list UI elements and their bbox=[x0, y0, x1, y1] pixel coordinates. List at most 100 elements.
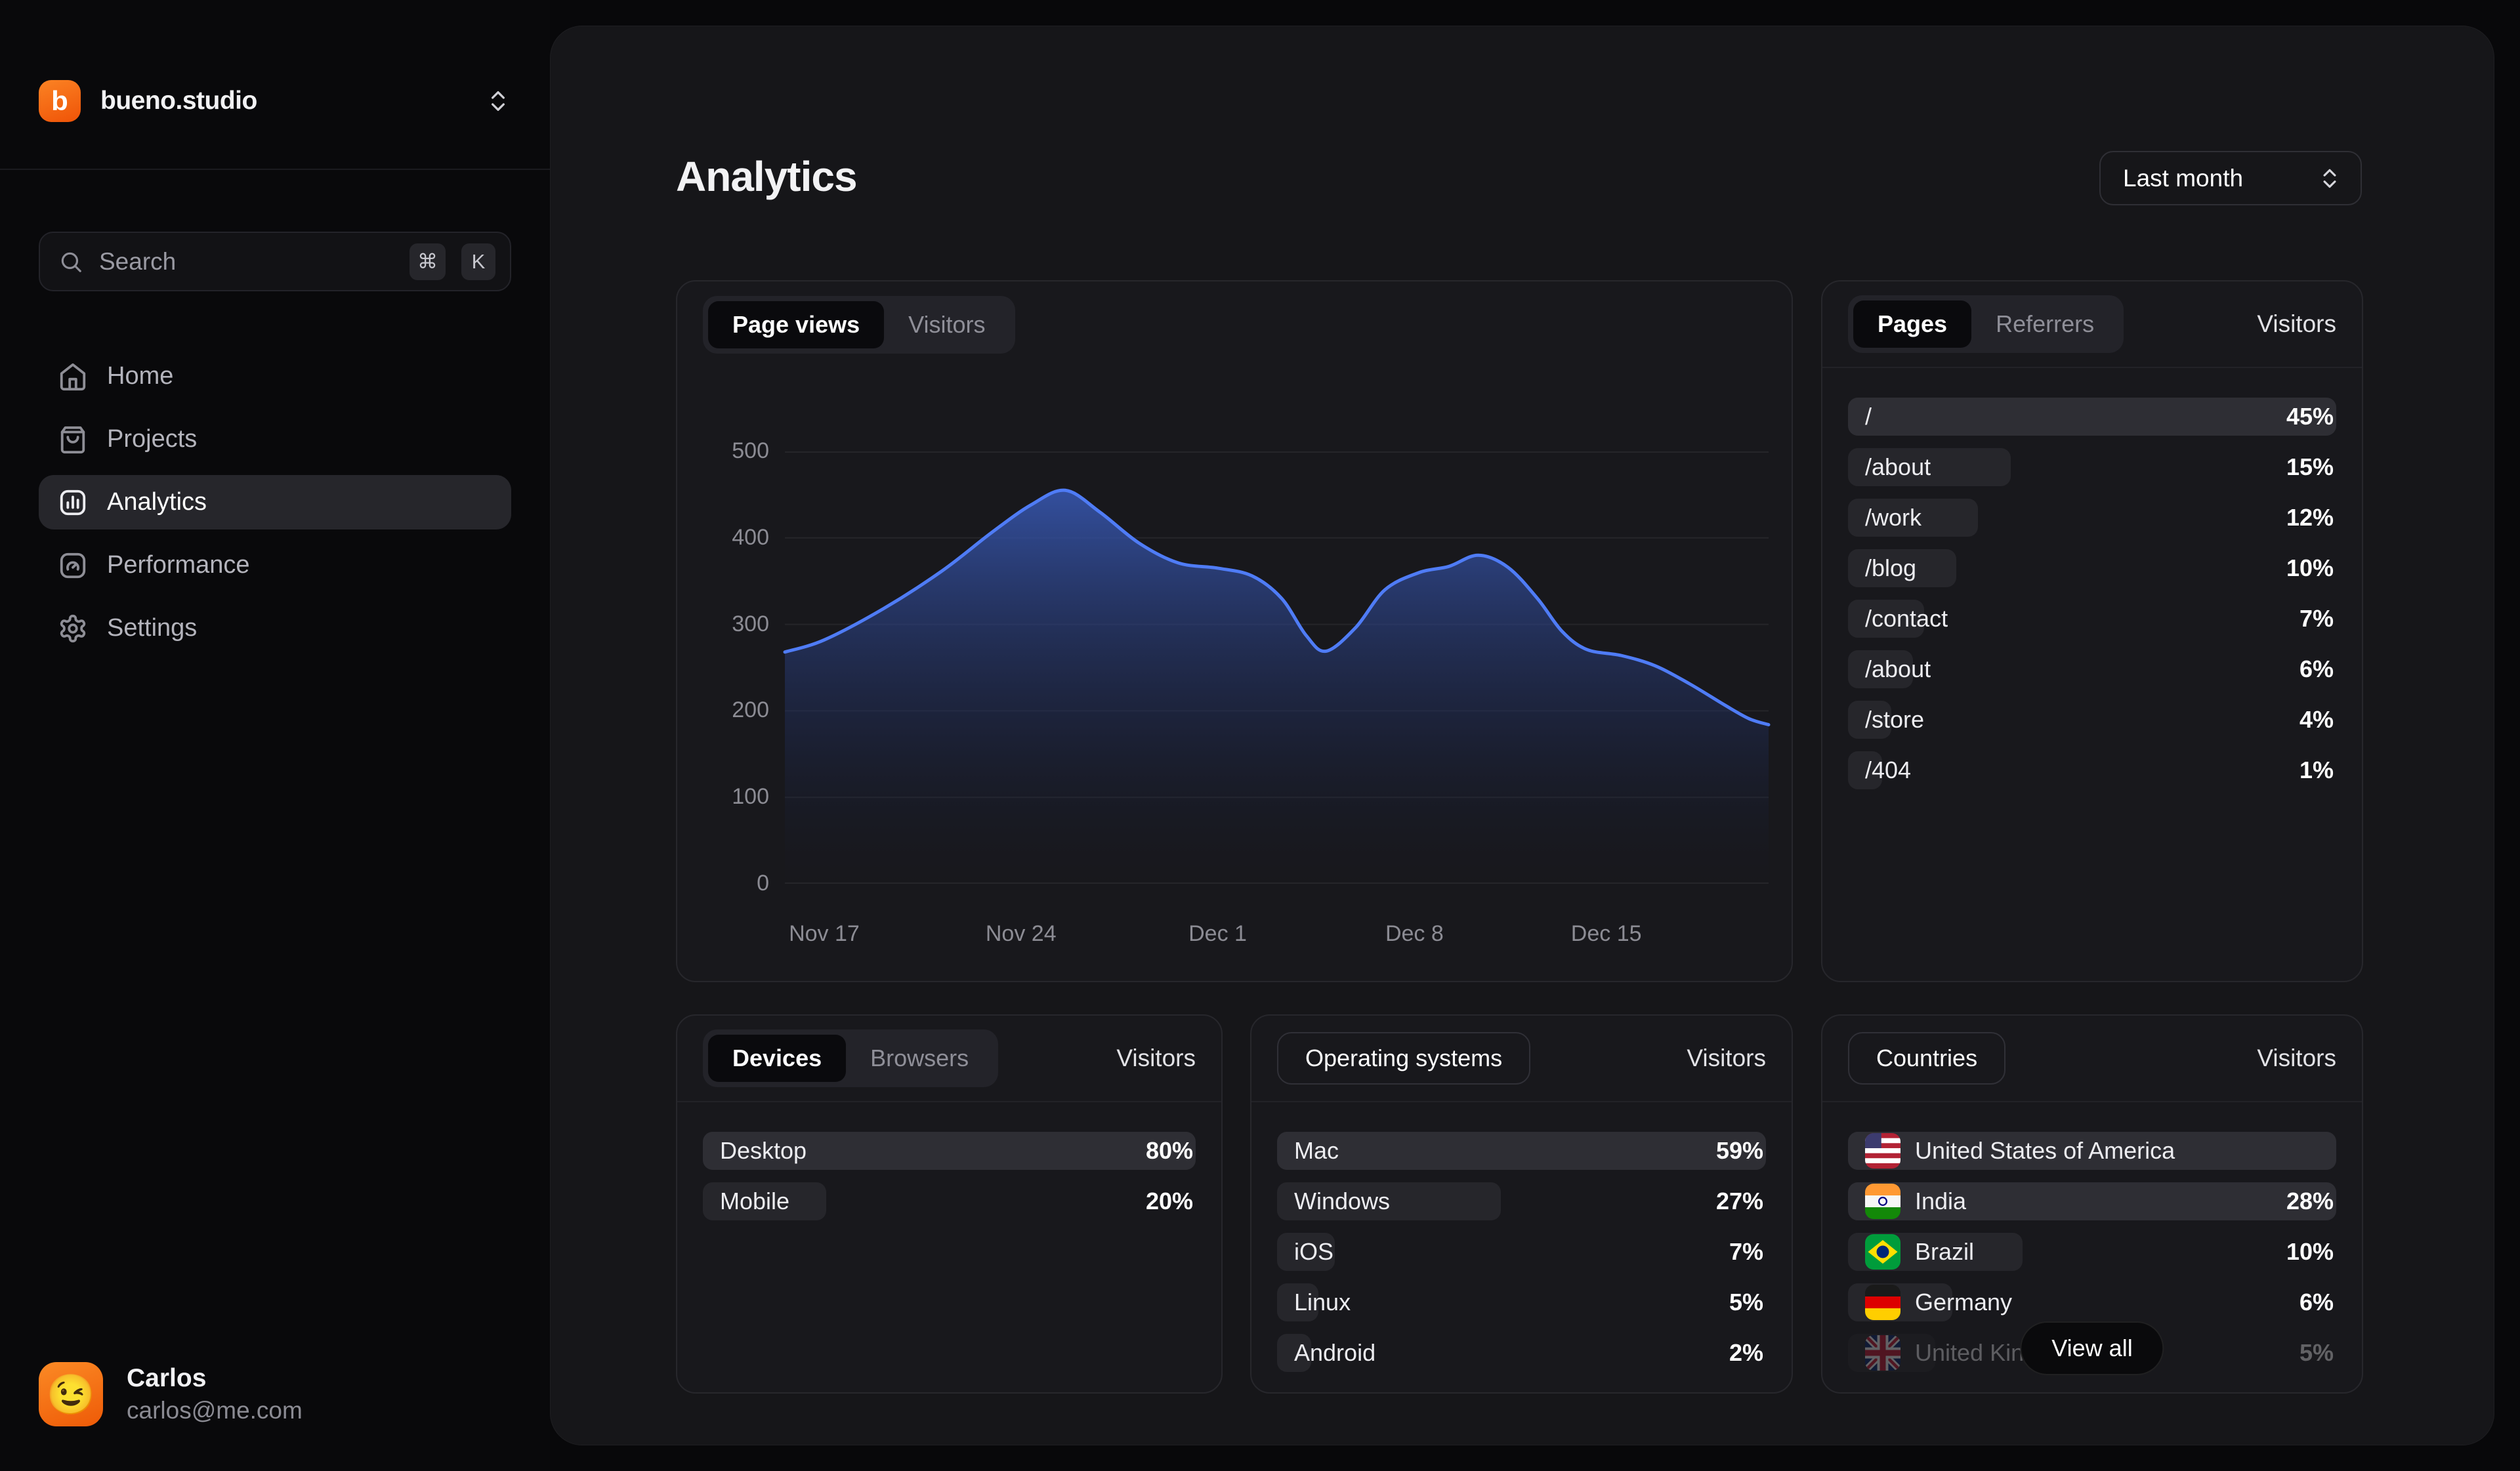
y-axis-label: 400 bbox=[732, 524, 769, 550]
row-label: iOS bbox=[1294, 1238, 1334, 1265]
y-axis-label: 500 bbox=[732, 438, 769, 463]
countries-rows: United States of America India 28% Brazil 10… bbox=[1822, 1102, 2362, 1372]
row-percent: 45% bbox=[2286, 403, 2334, 430]
search-icon bbox=[61, 252, 81, 272]
table-row: United States of America bbox=[1848, 1132, 2336, 1170]
row-percent: 6% bbox=[2299, 655, 2334, 682]
row-label: Windows bbox=[1294, 1188, 1391, 1214]
sidebar-item-label: Settings bbox=[107, 614, 198, 642]
table-row: /contact 7% bbox=[1848, 600, 2336, 638]
date-range-select[interactable]: Last month bbox=[2099, 151, 2362, 205]
row-label: /404 bbox=[1865, 756, 1912, 783]
row-percent: 12% bbox=[2286, 504, 2334, 531]
row-percent: 80% bbox=[1145, 1137, 1193, 1164]
workspace-logo: b bbox=[39, 80, 81, 122]
value-bar: Mobile bbox=[703, 1182, 826, 1220]
table-row: Brazil 10% bbox=[1848, 1233, 2336, 1271]
sidebar-item-settings[interactable]: Settings bbox=[39, 601, 511, 655]
visitors-header: Visitors bbox=[1687, 1045, 1766, 1071]
countries-card: Countries Visitors United States of Amer… bbox=[1821, 1014, 2363, 1394]
value-bar: Germany bbox=[1848, 1283, 2012, 1321]
value-bar: Linux bbox=[1277, 1283, 1351, 1321]
table-row: /work 12% bbox=[1848, 499, 2336, 537]
value-bar: /work bbox=[1848, 499, 1979, 537]
row-percent: 15% bbox=[2286, 453, 2334, 480]
tab-browsers[interactable]: Browsers bbox=[870, 1045, 969, 1071]
home-icon bbox=[60, 363, 86, 390]
sidebar-item-home[interactable]: Home bbox=[39, 349, 511, 404]
row-percent: 27% bbox=[1715, 1188, 1763, 1214]
devices-rows: Desktop 80% Mobile 20% bbox=[677, 1102, 1221, 1220]
row-percent: 10% bbox=[2286, 1238, 2334, 1265]
countries-header-pill: Countries bbox=[1848, 1032, 2006, 1085]
value-bar: Desktop bbox=[703, 1132, 1196, 1170]
k-keycap: K bbox=[461, 243, 495, 280]
avatar: 😉 bbox=[39, 1362, 103, 1426]
devices-tabs: Devices Browsers bbox=[703, 1029, 999, 1087]
pages-card: Pages Referrers Visitors / 45% /about 15% /wo… bbox=[1821, 280, 2363, 982]
sidebar-item-projects[interactable]: Projects bbox=[39, 412, 511, 466]
avatar-emoji: 😉 bbox=[46, 1372, 96, 1417]
sidebar-item-label: Analytics bbox=[107, 488, 207, 516]
table-row: /blog 10% bbox=[1848, 549, 2336, 587]
row-label: Desktop bbox=[720, 1137, 807, 1164]
sidebar-divider bbox=[0, 169, 550, 170]
value-bar: Mac bbox=[1277, 1132, 1766, 1170]
view-all-button[interactable]: View all bbox=[2020, 1321, 2164, 1375]
value-bar: /store bbox=[1848, 701, 1924, 739]
row-percent: 10% bbox=[2286, 554, 2334, 581]
tab-devices[interactable]: Devices bbox=[708, 1035, 847, 1082]
user-profile[interactable]: 😉 Carlos carlos@me.com bbox=[39, 1358, 511, 1430]
table-row: Linux 5% bbox=[1277, 1283, 1766, 1321]
value-bar: iOS bbox=[1277, 1233, 1335, 1271]
y-axis-label: 300 bbox=[732, 611, 769, 636]
main-panel: Analytics Last month Page views Visitors … bbox=[550, 26, 2494, 1445]
os-header-pill: Operating systems bbox=[1277, 1032, 1531, 1085]
flag-us-icon bbox=[1865, 1133, 1900, 1169]
row-label: Germany bbox=[1915, 1289, 2013, 1316]
row-label: Mobile bbox=[720, 1188, 790, 1214]
page-title: Analytics bbox=[676, 153, 858, 200]
row-percent: 1% bbox=[2299, 756, 2334, 783]
value-bar: Windows bbox=[1277, 1182, 1501, 1220]
row-percent: 7% bbox=[2299, 605, 2334, 632]
table-row: Windows 27% bbox=[1277, 1182, 1766, 1220]
value-bar: India bbox=[1848, 1182, 2336, 1220]
sidebar-item-label: Projects bbox=[107, 425, 198, 453]
visitors-header: Visitors bbox=[1116, 1045, 1196, 1071]
search-placeholder: Search bbox=[99, 247, 177, 275]
table-row: Desktop 80% bbox=[703, 1132, 1196, 1170]
search-input[interactable]: Search ⌘ K bbox=[39, 232, 511, 291]
chevrons-up-down-icon bbox=[492, 91, 505, 111]
user-email: carlos@me.com bbox=[127, 1397, 303, 1424]
row-percent: 7% bbox=[1729, 1238, 1763, 1265]
pages-rows: /45%/about 15%/work 12%/blog 10%/contact 7% /… bbox=[1822, 368, 2362, 789]
workspace-name: bueno.studio bbox=[100, 87, 257, 115]
sidebar-item-performance[interactable]: Performance bbox=[39, 538, 511, 592]
tab-referrers[interactable]: Referrers bbox=[1996, 310, 2095, 337]
tab-visitors[interactable]: Visitors bbox=[908, 311, 986, 338]
workspace-switcher[interactable]: b bueno.studio bbox=[39, 77, 511, 125]
workspace-logo-letter: b bbox=[51, 85, 68, 116]
row-label: /store bbox=[1865, 706, 1925, 733]
sidebar-item-analytics[interactable]: Analytics bbox=[39, 475, 511, 529]
row-percent: 20% bbox=[1145, 1188, 1193, 1214]
row-label: /work bbox=[1865, 504, 1922, 531]
visitors-header: Visitors bbox=[2257, 1045, 2336, 1071]
bag-icon bbox=[60, 426, 85, 453]
row-label: Mac bbox=[1294, 1137, 1339, 1164]
row-label: Android bbox=[1294, 1339, 1376, 1366]
visitors-header: Visitors bbox=[2257, 310, 2336, 337]
table-row: Android 2% bbox=[1277, 1334, 1766, 1372]
row-label: /about bbox=[1865, 453, 1931, 480]
x-axis-label: Dec 15 bbox=[1570, 921, 1642, 946]
row-label: /contact bbox=[1865, 605, 1948, 632]
area-chart bbox=[783, 451, 1771, 884]
gear-icon bbox=[60, 614, 86, 642]
user-name: Carlos bbox=[127, 1364, 207, 1392]
chevrons-up-down-icon bbox=[2323, 169, 2336, 188]
tab-pages[interactable]: Pages bbox=[1853, 300, 1972, 348]
traffic-card: Page views Visitors 0 100 200 300 400 500 Nov … bbox=[676, 280, 1793, 982]
table-row: iOS 7% bbox=[1277, 1233, 1766, 1271]
tab-page-views[interactable]: Page views bbox=[708, 301, 885, 348]
